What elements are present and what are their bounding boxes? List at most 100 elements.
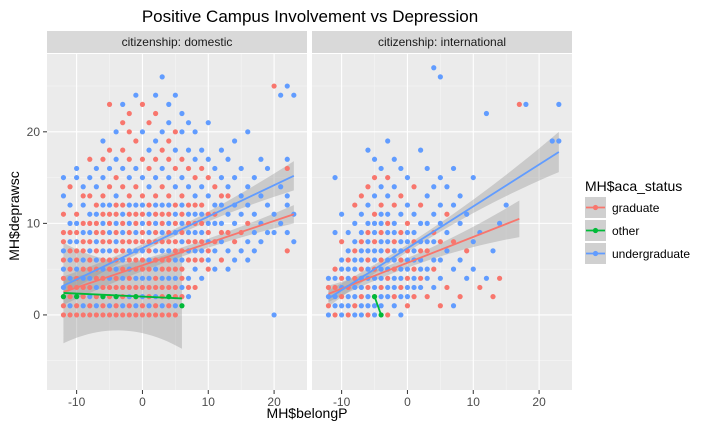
data-point-undergraduate xyxy=(424,275,430,281)
data-point-undergraduate xyxy=(404,202,411,208)
data-point-graduate xyxy=(352,275,358,281)
data-point-undergraduate xyxy=(199,275,205,281)
data-point-graduate xyxy=(126,129,132,135)
data-point-undergraduate xyxy=(418,266,424,272)
data-point-graduate xyxy=(60,239,67,245)
data-point-undergraduate xyxy=(166,120,172,126)
data-point-undergraduate xyxy=(100,248,106,254)
data-point-graduate xyxy=(185,165,192,172)
data-point-undergraduate xyxy=(113,193,119,199)
data-point-graduate xyxy=(80,312,86,318)
data-point-undergraduate xyxy=(365,294,371,300)
data-point-undergraduate xyxy=(225,211,231,217)
data-point-graduate xyxy=(371,174,378,181)
data-point-undergraduate xyxy=(431,211,437,217)
data-point-undergraduate xyxy=(457,257,463,263)
data-point-undergraduate xyxy=(398,294,404,300)
data-point-graduate xyxy=(365,257,371,263)
data-point-undergraduate xyxy=(332,174,338,181)
data-point-undergraduate xyxy=(345,275,351,281)
data-point-graduate xyxy=(225,193,231,199)
data-point-undergraduate xyxy=(166,275,172,281)
data-point-graduate xyxy=(126,257,132,263)
data-point-undergraduate xyxy=(404,266,411,272)
data-point-graduate xyxy=(332,284,338,291)
data-point-graduate xyxy=(93,312,99,318)
data-point-graduate xyxy=(371,239,378,245)
data-point-graduate xyxy=(74,312,80,318)
data-point-graduate xyxy=(444,284,450,291)
data-point-undergraduate xyxy=(185,229,192,236)
data-point-graduate xyxy=(385,174,391,181)
data-point-undergraduate xyxy=(159,248,165,254)
data-point-undergraduate xyxy=(60,284,67,291)
data-point-graduate xyxy=(192,257,198,263)
data-point-graduate xyxy=(67,184,73,190)
legend-key-point xyxy=(592,204,599,211)
data-point-undergraduate xyxy=(352,257,358,263)
data-point-graduate xyxy=(199,220,205,226)
data-point-undergraduate xyxy=(278,220,284,226)
data-point-undergraduate xyxy=(371,284,378,291)
data-point-undergraduate xyxy=(225,156,231,162)
data-point-graduate xyxy=(166,138,172,144)
data-point-undergraduate xyxy=(345,248,351,254)
data-point-undergraduate xyxy=(345,294,351,300)
data-point-undergraduate xyxy=(358,284,364,291)
data-point-undergraduate xyxy=(225,248,231,254)
data-point-undergraduate xyxy=(172,303,178,309)
data-point-undergraduate xyxy=(391,284,397,291)
data-point-undergraduate xyxy=(146,184,152,190)
data-point-undergraduate xyxy=(139,220,146,226)
data-point-undergraduate xyxy=(470,239,476,245)
data-point-undergraduate xyxy=(411,284,417,291)
data-point-undergraduate xyxy=(398,239,404,245)
data-point-graduate xyxy=(352,303,358,309)
data-point-undergraduate xyxy=(352,266,358,272)
data-point-undergraduate xyxy=(258,193,264,199)
data-point-undergraduate xyxy=(332,229,338,236)
data-point-graduate xyxy=(133,184,139,190)
data-point-undergraduate xyxy=(133,92,139,98)
data-point-undergraduate xyxy=(192,248,198,254)
data-point-graduate xyxy=(139,101,146,107)
data-point-undergraduate xyxy=(185,211,192,217)
y-tick-label: 10 xyxy=(27,216,41,230)
panels-layer: citizenship: domestic-10 0 10 2001020citize… xyxy=(27,31,572,409)
data-point-undergraduate xyxy=(325,312,332,318)
data-point-graduate xyxy=(159,266,165,272)
data-point-undergraduate xyxy=(251,248,257,254)
data-point-graduate xyxy=(100,193,106,199)
data-point-graduate xyxy=(106,184,113,190)
data-point-undergraduate xyxy=(271,211,277,217)
data-point-graduate xyxy=(139,257,146,263)
data-point-undergraduate xyxy=(424,266,430,272)
data-point-undergraduate xyxy=(437,220,443,226)
data-point-undergraduate xyxy=(159,229,165,236)
data-point-undergraduate xyxy=(332,275,338,281)
data-point-graduate xyxy=(60,303,67,309)
data-point-graduate xyxy=(113,202,119,208)
data-point-undergraduate xyxy=(199,229,205,236)
data-point-graduate xyxy=(113,174,119,181)
data-point-undergraduate xyxy=(80,184,86,190)
data-point-undergraduate xyxy=(411,248,417,254)
data-point-graduate xyxy=(139,303,146,309)
data-point-graduate xyxy=(133,138,139,144)
data-point-undergraduate xyxy=(391,229,397,236)
data-point-undergraduate xyxy=(74,220,80,226)
data-point-graduate xyxy=(87,257,93,263)
data-point-graduate xyxy=(80,193,86,199)
data-point-graduate xyxy=(106,284,113,291)
data-point-graduate xyxy=(172,129,178,135)
data-point-undergraduate xyxy=(159,74,165,80)
data-point-undergraduate xyxy=(378,220,384,226)
confidence-band-undergraduate xyxy=(328,131,559,307)
data-point-graduate xyxy=(411,266,417,272)
data-point-graduate xyxy=(120,220,126,226)
data-point-undergraduate xyxy=(100,138,106,144)
data-point-undergraduate xyxy=(159,129,165,135)
data-point-graduate xyxy=(378,229,384,236)
data-point-undergraduate xyxy=(549,138,555,144)
data-point-graduate xyxy=(100,239,106,245)
